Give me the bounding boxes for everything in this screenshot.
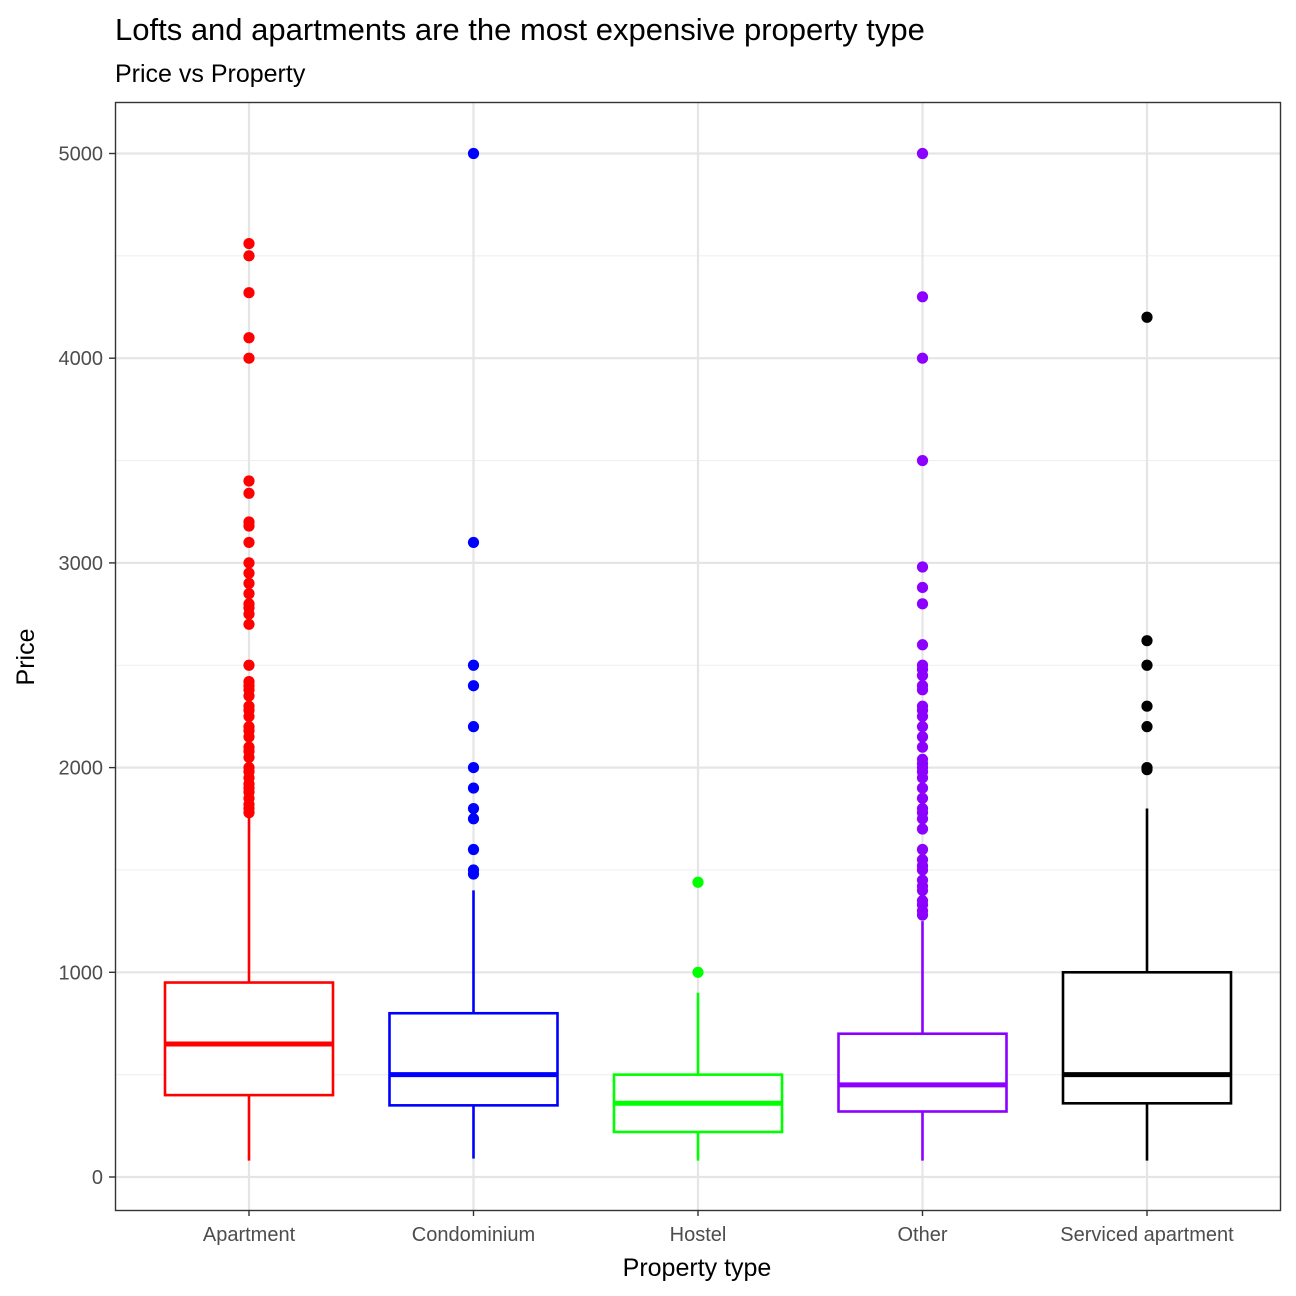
outlier-point	[916, 874, 929, 886]
boxes	[163, 147, 1233, 1161]
outlier-point	[916, 659, 929, 671]
outlier-point	[916, 843, 929, 856]
x-tick-label: Apartment	[203, 1224, 296, 1246]
outlier-point	[467, 813, 480, 825]
outlier-point	[916, 741, 929, 753]
outlier-point	[916, 782, 929, 794]
outlier-point	[692, 966, 704, 978]
outlier-point	[916, 721, 929, 733]
outlier-point	[916, 581, 929, 594]
outlier-point	[243, 598, 255, 610]
outlier-point	[916, 561, 929, 573]
outlier-point	[916, 598, 929, 610]
outlier-point	[243, 352, 255, 364]
outlier-point	[243, 567, 255, 579]
outlier-point	[243, 475, 255, 487]
y-tick-label: 4000	[59, 348, 104, 370]
y-tick-label: 0	[92, 1167, 103, 1189]
y-tick-label: 2000	[59, 758, 104, 780]
outlier-point	[1141, 635, 1153, 647]
y-tick-label: 1000	[59, 962, 104, 984]
box-other	[837, 147, 1008, 1161]
outlier-point	[467, 843, 480, 856]
outlier-point	[916, 792, 929, 804]
x-tick-label: Other	[897, 1224, 947, 1246]
y-tick-label: 5000	[59, 144, 104, 166]
outlier-point	[243, 250, 255, 262]
box-serviced-apartment	[1061, 311, 1233, 1161]
outlier-point	[916, 895, 929, 907]
outlier-point	[1141, 721, 1153, 733]
chart-title: Lofts and apartments are the most expens…	[115, 12, 925, 47]
outlier-point	[467, 147, 480, 160]
outlier-point	[243, 557, 255, 569]
x-tick-label: Condominium	[412, 1224, 535, 1246]
outlier-point	[467, 659, 480, 671]
outlier-point	[243, 536, 255, 549]
box-iqr	[388, 1011, 559, 1107]
box-hostel	[612, 876, 784, 1161]
outlier-point	[916, 639, 929, 651]
box-iqr	[163, 981, 335, 1097]
outlier-point	[916, 147, 929, 160]
x-tick-label: Hostel	[670, 1224, 727, 1246]
y-axis-title: Price	[12, 629, 40, 686]
outlier-point	[243, 700, 255, 712]
box-iqr	[1061, 970, 1233, 1105]
x-tick-label: Serviced apartment	[1060, 1224, 1234, 1246]
outlier-point	[916, 680, 929, 692]
outlier-point	[243, 487, 255, 499]
outlier-point	[1141, 311, 1153, 323]
outlier-point	[467, 721, 480, 733]
outlier-point	[1141, 762, 1153, 774]
box-apartment	[163, 237, 335, 1161]
outlier-point	[243, 618, 255, 630]
outlier-point	[243, 659, 255, 671]
outlier-point	[467, 680, 480, 692]
x-axis: Apartment Condominium Hostel Other Serviced …	[203, 1210, 1234, 1246]
outlier-point	[916, 802, 929, 815]
outlier-point	[467, 782, 480, 794]
outlier-point	[243, 721, 255, 733]
outlier-point	[692, 876, 704, 888]
outlier-point	[467, 802, 480, 815]
outlier-point	[243, 762, 255, 774]
outlier-point	[243, 577, 255, 589]
outlier-point	[467, 536, 480, 549]
outlier-point	[916, 823, 929, 835]
outlier-point	[467, 762, 480, 774]
outlier-point	[243, 332, 255, 344]
x-axis-title: Property type	[623, 1254, 772, 1282]
outlier-point	[916, 731, 929, 743]
outlier-point	[1141, 659, 1153, 671]
y-tick-label: 3000	[59, 553, 104, 575]
outlier-point	[243, 237, 255, 250]
outlier-point	[916, 291, 929, 303]
outlier-point	[467, 864, 480, 876]
outlier-point	[243, 287, 255, 299]
outlier-point	[243, 516, 255, 528]
box-condominium	[388, 147, 559, 1159]
y-axis: 0 1000 2000 3000 4000 5000	[59, 144, 115, 1189]
outlier-point	[243, 741, 255, 753]
outlier-point	[916, 700, 929, 712]
box-iqr	[837, 1032, 1008, 1113]
outlier-point	[916, 352, 929, 364]
outlier-point	[1141, 700, 1153, 712]
chart-subtitle: Price vs Property	[115, 60, 306, 88]
outlier-point	[916, 854, 929, 866]
outlier-point	[916, 753, 929, 766]
outlier-point	[916, 454, 929, 467]
outlier-point	[243, 676, 255, 688]
outlier-point	[243, 588, 255, 600]
